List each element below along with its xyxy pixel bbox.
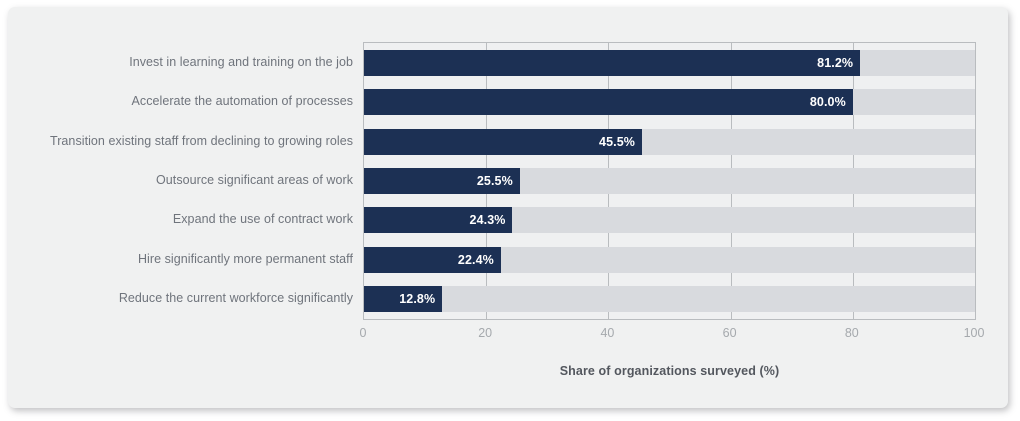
bar[interactable]: 80.0% <box>364 89 853 116</box>
bar[interactable]: 25.5% <box>364 168 520 194</box>
category-label: Expand the use of contract work <box>172 212 353 227</box>
x-tick-label: 40 <box>600 326 615 340</box>
category-label: Invest in learning and training on the j… <box>129 54 353 69</box>
category-label: Reduce the current workforce significant… <box>118 291 353 306</box>
x-axis: 0 20 40 60 80 100 <box>359 320 985 346</box>
bar[interactable]: 22.4% <box>364 246 501 273</box>
plot-area: 81.2% 80.0% 45.5% 25.5% 24.3% 22.4% 12.8% <box>363 42 976 320</box>
bar-value-label: 22.4% <box>457 252 494 267</box>
category-label: Outsource significant areas of work <box>156 173 353 187</box>
bar-track <box>364 286 975 313</box>
category-label: Transition existing staff from declining… <box>50 133 353 148</box>
bar[interactable]: 24.3% <box>364 207 513 234</box>
x-tick-label: 0 <box>359 326 367 340</box>
bar[interactable]: 81.2% <box>364 49 861 76</box>
x-tick-label: 80 <box>844 326 859 340</box>
chart-panel: Invest in learning and training on the j… <box>8 7 1008 408</box>
category-label: Hire significantly more permanent staff <box>137 251 353 266</box>
bar[interactable]: 12.8% <box>364 286 443 313</box>
bar[interactable]: 45.5% <box>364 128 642 155</box>
category-label: Accelerate the automation of processes <box>131 94 353 109</box>
x-tick-label: 20 <box>478 326 493 340</box>
bar-value-label: 12.8% <box>399 292 436 307</box>
x-tick-label: 60 <box>722 326 737 340</box>
bar-value-label: 24.3% <box>469 213 506 228</box>
bar-value-label: 25.5% <box>476 174 513 188</box>
bar-value-label: 80.0% <box>809 95 846 110</box>
x-axis-title: Share of organizations surveyed (%) <box>559 364 780 378</box>
category-axis: Invest in learning and training on the j… <box>8 42 353 320</box>
x-tick-label: 100 <box>963 326 985 340</box>
bar-value-label: 45.5% <box>599 134 635 149</box>
bar-value-label: 81.2% <box>817 55 854 70</box>
